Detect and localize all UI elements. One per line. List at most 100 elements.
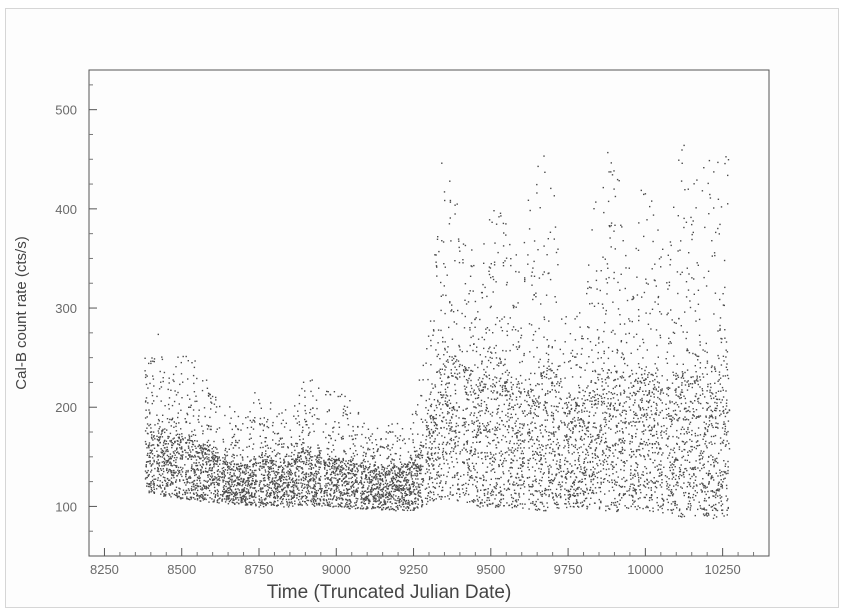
data-point	[199, 447, 201, 450]
data-point	[390, 498, 392, 500]
data-point	[182, 381, 184, 383]
data-point	[331, 459, 333, 462]
data-point	[207, 446, 210, 448]
data-point	[519, 391, 521, 393]
data-point	[238, 482, 240, 485]
data-point	[188, 434, 190, 436]
data-point	[438, 476, 441, 478]
data-point	[515, 306, 517, 308]
data-point	[456, 378, 459, 380]
data-point	[476, 504, 478, 507]
data-point	[212, 450, 215, 453]
data-point	[528, 404, 531, 407]
data-point	[466, 443, 468, 445]
data-point	[430, 448, 432, 450]
data-point	[219, 405, 221, 408]
data-point	[401, 489, 403, 492]
data-point	[219, 463, 221, 465]
data-point	[159, 455, 162, 458]
data-point	[426, 460, 428, 462]
data-point	[328, 498, 330, 500]
data-point	[250, 476, 252, 478]
data-point	[295, 459, 297, 461]
data-point	[300, 455, 302, 457]
data-point	[532, 298, 534, 301]
data-point	[283, 482, 285, 484]
data-point	[237, 468, 239, 470]
data-point	[252, 443, 255, 445]
data-point	[361, 487, 363, 489]
data-point	[252, 480, 254, 482]
data-point	[479, 428, 481, 430]
data-point	[240, 480, 242, 483]
data-point	[378, 493, 381, 496]
data-point	[441, 380, 443, 382]
data-point	[448, 376, 450, 378]
data-point	[234, 475, 236, 477]
data-point	[461, 488, 464, 490]
data-point	[515, 477, 518, 479]
data-point	[507, 481, 509, 483]
data-point	[209, 393, 211, 396]
data-point	[312, 479, 314, 481]
data-point	[427, 463, 429, 465]
data-point	[379, 454, 381, 456]
data-point	[275, 476, 277, 479]
data-point	[264, 454, 266, 457]
data-point	[344, 473, 347, 475]
data-point	[470, 394, 472, 396]
data-point	[238, 439, 240, 442]
data-point	[195, 459, 198, 461]
data-point	[434, 487, 437, 489]
data-point	[274, 484, 276, 486]
data-point	[488, 497, 490, 499]
data-point	[481, 291, 483, 294]
data-point	[345, 464, 347, 466]
data-point	[462, 409, 464, 411]
data-point	[414, 474, 416, 477]
data-point	[499, 358, 501, 361]
data-point	[231, 475, 234, 478]
data-point	[310, 467, 313, 469]
data-point	[153, 486, 155, 488]
data-point	[447, 386, 449, 389]
data-point	[504, 358, 506, 361]
data-point	[499, 357, 501, 359]
data-point	[313, 414, 316, 416]
data-point	[260, 480, 263, 482]
data-point	[351, 464, 353, 466]
data-point	[476, 416, 478, 419]
data-point	[483, 243, 485, 245]
data-point	[265, 494, 267, 496]
data-point	[491, 357, 493, 359]
data-point	[272, 460, 274, 462]
data-point	[326, 411, 329, 413]
data-point	[153, 488, 155, 490]
data-point	[408, 489, 410, 491]
data-point	[512, 344, 514, 346]
data-point	[239, 474, 241, 476]
data-point	[373, 488, 376, 490]
data-point	[435, 261, 437, 263]
data-point	[263, 483, 265, 486]
data-point	[245, 484, 247, 486]
data-point	[175, 461, 177, 464]
data-point	[229, 478, 232, 481]
data-point	[304, 483, 306, 486]
data-point	[236, 468, 238, 470]
data-point	[290, 474, 292, 476]
data-point	[210, 401, 212, 403]
data-point	[318, 478, 320, 480]
data-point	[437, 329, 440, 331]
data-point	[266, 458, 268, 461]
data-point	[418, 465, 420, 467]
data-point	[311, 459, 313, 461]
data-point	[437, 236, 439, 238]
data-point	[354, 493, 356, 495]
data-point	[443, 373, 446, 375]
data-point	[518, 484, 520, 486]
data-point	[499, 486, 501, 488]
data-point	[501, 330, 504, 332]
data-point	[239, 496, 241, 499]
data-point	[202, 471, 205, 473]
